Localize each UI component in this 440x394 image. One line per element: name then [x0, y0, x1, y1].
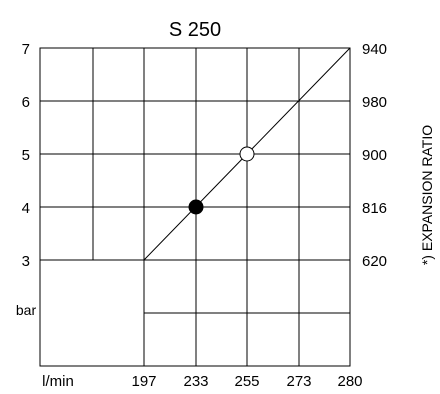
right-axis-title: *) EXPANSION RATIO: [419, 125, 435, 265]
left-tick-label: 3: [22, 253, 30, 270]
left-unit-label: bar: [16, 302, 37, 318]
x-tick-label: 273: [286, 373, 311, 389]
x-tick-label: 197: [131, 373, 156, 389]
open-point: [239, 146, 255, 162]
right-tick-label: 980: [362, 94, 387, 111]
left-tick-label: 6: [22, 94, 30, 111]
chart-title: S 250: [169, 19, 221, 41]
left-tick-label: 5: [22, 147, 30, 164]
filled-point: [188, 199, 204, 215]
x-tick-label: 255: [234, 373, 259, 389]
data-points: [188, 146, 255, 215]
right-tick-label: 900: [362, 147, 387, 164]
x-tick-label: 280: [337, 373, 362, 389]
x-tick-label: 233: [183, 373, 208, 389]
left-tick-label: 4: [22, 200, 30, 217]
right-tick-label: 816: [362, 200, 387, 217]
left-tick-label: 7: [22, 41, 30, 58]
right-tick-label: 940: [362, 41, 387, 58]
tick-labels: 7 6 5 4 3 940 980 900 816 620 197 233 255 273 280: [22, 41, 387, 390]
right-tick-label: 620: [362, 253, 387, 270]
x-unit-label: l/min: [42, 373, 74, 389]
